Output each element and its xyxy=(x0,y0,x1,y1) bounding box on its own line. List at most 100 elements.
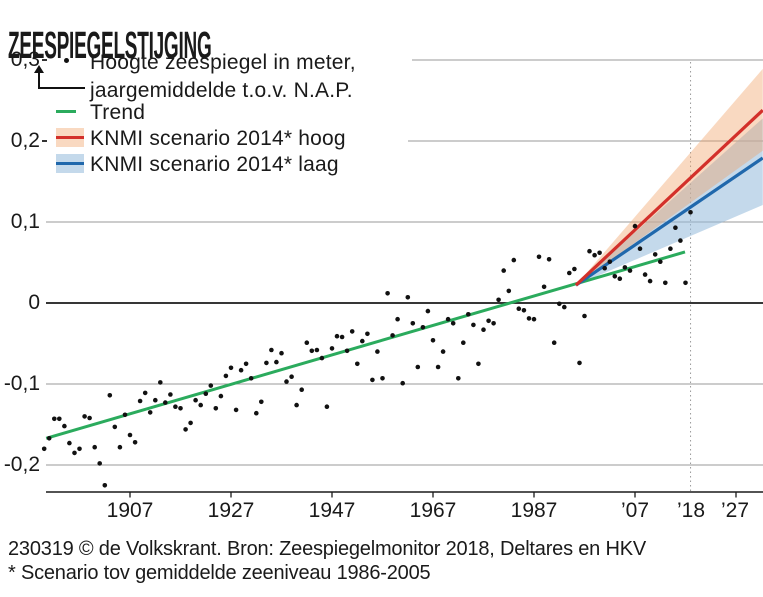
data-point xyxy=(531,316,537,322)
data-point xyxy=(375,349,380,354)
footer: 230319 © de Volkskrant. Bron: Zeespiegel… xyxy=(8,537,646,585)
data-point xyxy=(309,348,315,354)
trend-swatch xyxy=(56,110,76,113)
legend-observed-line2: jaargemiddelde t.o.v. N.A.P. xyxy=(90,79,353,102)
data-point xyxy=(213,406,219,411)
scenario-high-line xyxy=(574,109,763,287)
data-point xyxy=(122,412,128,418)
data-point xyxy=(612,274,618,279)
data-point xyxy=(324,404,330,410)
data-point xyxy=(304,340,310,346)
data-point xyxy=(445,316,451,322)
data-point xyxy=(142,390,148,396)
x-tick-label: 1907 xyxy=(106,499,154,522)
data-point xyxy=(102,483,108,488)
data-point xyxy=(233,407,239,413)
observed-marker-icon xyxy=(64,58,69,63)
legend-trend-label: Trend xyxy=(90,101,146,124)
data-point xyxy=(355,361,360,367)
data-point xyxy=(501,268,507,273)
data-point xyxy=(496,297,501,303)
data-point xyxy=(46,436,52,441)
data-point xyxy=(97,461,102,466)
data-point xyxy=(567,270,572,276)
data-point xyxy=(607,259,613,265)
data-point xyxy=(153,397,158,403)
data-point xyxy=(511,257,517,263)
legend-scenario-high-label: KNMI scenario 2014* hoog xyxy=(90,127,346,150)
data-point xyxy=(137,398,143,404)
y-tick-label: 0,1 xyxy=(10,210,40,233)
data-point xyxy=(259,399,264,405)
data-point xyxy=(617,276,623,282)
scenario-low-swatch-line xyxy=(56,162,84,165)
data-point xyxy=(663,280,668,286)
data-point xyxy=(637,246,643,251)
data-point xyxy=(339,334,345,340)
data-point xyxy=(218,393,224,399)
data-point xyxy=(223,373,229,379)
y-tick-label: 0,2 xyxy=(10,129,40,152)
scenario-low-line xyxy=(575,156,763,287)
data-point xyxy=(319,355,325,361)
data-point xyxy=(289,374,294,380)
data-point xyxy=(208,383,214,388)
data-point xyxy=(228,365,234,371)
x-tick-label: 1927 xyxy=(207,499,255,522)
data-point xyxy=(365,331,370,337)
y-tick-label: -0,2 xyxy=(3,453,40,476)
data-point xyxy=(506,288,512,294)
data-point xyxy=(592,252,597,258)
data-point xyxy=(92,444,97,450)
axis-arrow-icon xyxy=(34,65,44,73)
data-point xyxy=(491,321,496,326)
y-tick-dash xyxy=(42,59,47,61)
y-tick-label: -0,1 xyxy=(3,372,40,395)
data-point xyxy=(360,338,365,344)
data-point xyxy=(456,376,461,381)
data-point xyxy=(562,304,567,310)
data-point xyxy=(587,248,592,254)
data-point xyxy=(349,329,355,334)
data-point xyxy=(294,402,299,408)
data-point xyxy=(238,367,244,373)
legend-scenario-low-label: KNMI scenario 2014* laag xyxy=(90,153,339,176)
x-tick-label: ’27 xyxy=(720,499,750,522)
data-point xyxy=(425,308,431,314)
data-point xyxy=(435,364,441,370)
data-point xyxy=(269,347,274,353)
data-point xyxy=(410,321,416,326)
x-tick-label: ’07 xyxy=(620,499,650,522)
data-point xyxy=(193,397,198,403)
x-tick-label: ’18 xyxy=(676,499,706,522)
scenario-low-swatch xyxy=(56,154,84,173)
data-point xyxy=(299,387,305,393)
data-point xyxy=(117,444,123,450)
data-point xyxy=(67,440,72,446)
data-point xyxy=(380,376,385,381)
data-point xyxy=(622,265,628,270)
data-point xyxy=(486,318,491,324)
y-tick-label: 0,3 xyxy=(10,48,40,71)
data-point xyxy=(344,348,350,354)
scenario-high-swatch xyxy=(56,128,84,147)
x-tick-label: 1947 xyxy=(308,499,356,522)
data-point xyxy=(516,306,522,312)
data-point xyxy=(82,414,87,419)
data-point xyxy=(481,327,486,333)
data-point xyxy=(688,210,693,215)
data-point xyxy=(577,360,582,366)
data-point xyxy=(334,333,340,339)
data-point xyxy=(163,400,168,405)
data-point xyxy=(400,380,406,386)
data-point xyxy=(248,376,254,381)
gridlines xyxy=(46,59,763,466)
data-point xyxy=(370,377,375,383)
data-point xyxy=(329,346,335,351)
data-point xyxy=(582,313,587,319)
data-point xyxy=(450,321,456,326)
data-point xyxy=(87,415,92,421)
data-point xyxy=(279,350,284,356)
data-point xyxy=(57,416,62,422)
